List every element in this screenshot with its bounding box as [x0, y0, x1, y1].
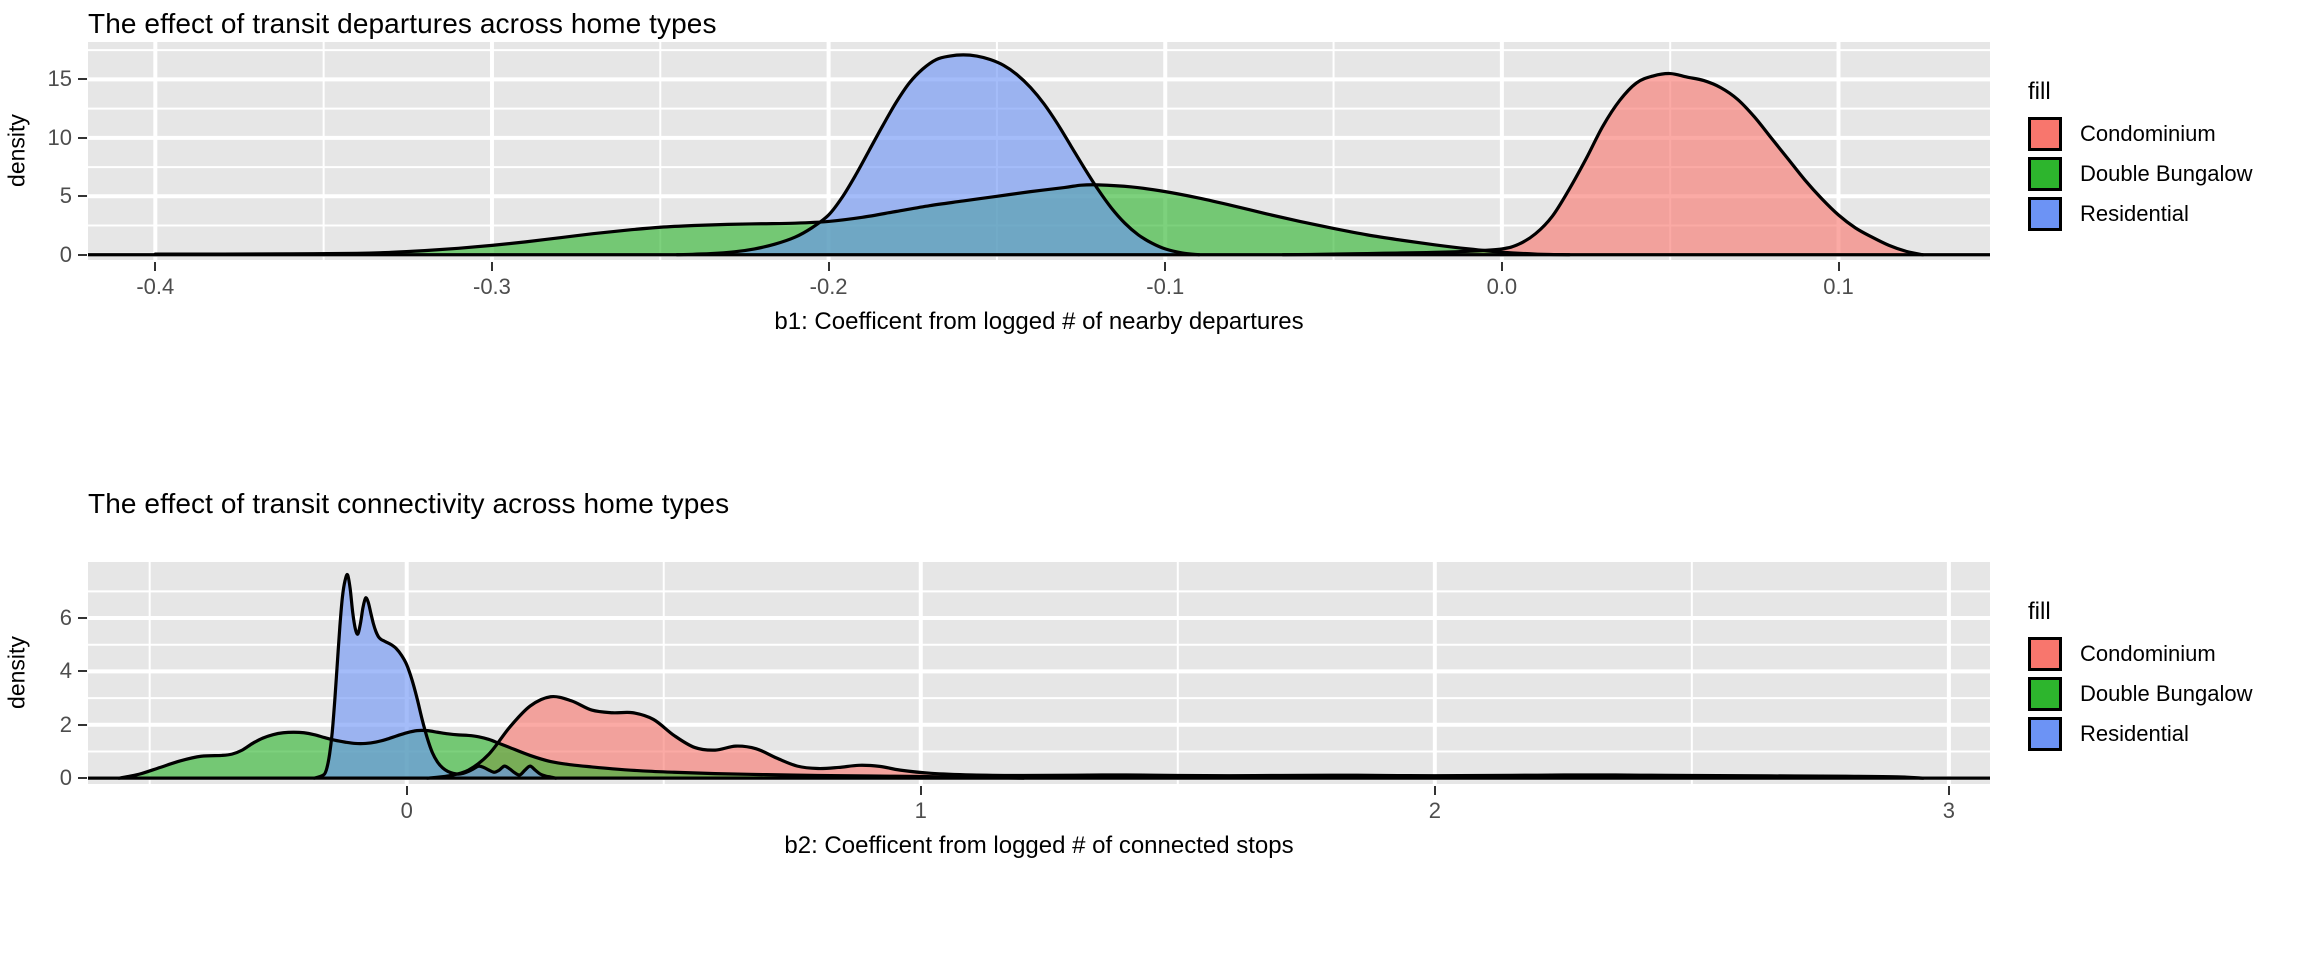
x-tick-label: -0.3 [472, 274, 511, 299]
x-tick-label: -0.2 [809, 274, 848, 299]
x-tick-mark [405, 786, 408, 795]
x-tick-label: 0 [400, 798, 413, 823]
y-tick-label: 4 [59, 658, 72, 684]
y-tick-mark [78, 617, 87, 620]
legend-b1: fill Condominium Double Bungalow Residen… [2028, 80, 2304, 234]
x-tick-mark [1433, 786, 1436, 795]
chart-title-b2: The effect of transit connectivity acros… [88, 488, 730, 519]
y-tick-label: 10 [47, 124, 72, 150]
legend-title: fill [2028, 598, 2051, 625]
y-tick-mark [78, 78, 87, 81]
y-tick-mark [78, 777, 87, 780]
density-curves-b1 [88, 42, 1990, 260]
x-tick-mark [919, 786, 922, 795]
y-tick-mark [78, 195, 87, 198]
x-tick-label: 3 [1942, 798, 1955, 823]
y-tick-mark [78, 136, 87, 139]
x-tick-label: -0.1 [1146, 274, 1185, 299]
chart-title-b1: The effect of transit departures across … [88, 8, 717, 39]
legend-b2: fill Condominium Double Bungalow Residen… [2028, 600, 2304, 754]
legend-label-double-bungalow: Double Bungalow [2080, 681, 2253, 706]
x-tick-label: 0.1 [1823, 274, 1854, 299]
y-axis-ticks-b2: 0 2 4 6 [0, 562, 88, 790]
y-tick-label: 6 [59, 605, 72, 631]
x-axis-title-b1: b1: Coefficent from logged # of nearby d… [774, 308, 1304, 335]
legend-label-residential: Residential [2080, 721, 2189, 746]
x-tick-mark [1837, 262, 1840, 271]
chart-panel-b2: The effect of transit connectivity acros… [0, 480, 2304, 960]
x-axis-title-b2: b2: Coefficent from logged # of connecte… [784, 832, 1294, 859]
legend-key-condominium [2028, 637, 2062, 671]
y-tick-mark [78, 253, 87, 256]
y-tick-label: 5 [59, 183, 72, 209]
x-tick-mark [154, 262, 157, 271]
legend-item-residential[interactable]: Residential [2028, 714, 2304, 754]
x-tick-label: 2 [1428, 798, 1441, 823]
x-axis-ticks-b2: 0 1 2 3 [88, 784, 1990, 834]
density-curves-b2 [88, 562, 1990, 784]
x-tick-mark [827, 262, 830, 271]
plot-area-b2 [88, 562, 1990, 784]
legend-label-condominium: Condominium [2080, 641, 2216, 666]
chart-panel-b1: The effect of transit departures across … [0, 8, 2304, 335]
legend-key-double-bungalow [2028, 677, 2062, 711]
legend-item-condominium[interactable]: Condominium [2028, 114, 2304, 154]
y-tick-label: 0 [59, 241, 72, 267]
y-axis-ticks-b1: 0 5 10 15 [0, 42, 88, 267]
legend-key-condominium [2028, 117, 2062, 151]
x-tick-mark [1164, 262, 1167, 271]
legend-label-condominium: Condominium [2080, 121, 2216, 146]
legend-item-double-bungalow[interactable]: Double Bungalow [2028, 154, 2304, 194]
legend-key-residential [2028, 717, 2062, 751]
legend-key-residential [2028, 197, 2062, 231]
legend-key-double-bungalow [2028, 157, 2062, 191]
x-axis-ticks-b1: -0.4 -0.3 -0.2 -0.1 0.0 0.1 [88, 260, 1990, 310]
legend-item-residential[interactable]: Residential [2028, 194, 2304, 234]
legend-title: fill [2028, 78, 2051, 105]
x-tick-mark [1500, 262, 1503, 271]
y-tick-label: 0 [59, 765, 72, 791]
y-tick-label: 2 [59, 711, 72, 737]
legend-item-double-bungalow[interactable]: Double Bungalow [2028, 674, 2304, 714]
legend-item-condominium[interactable]: Condominium [2028, 634, 2304, 674]
x-tick-mark [1947, 786, 1950, 795]
x-tick-mark [490, 262, 493, 271]
plot-area-b1 [88, 42, 1990, 260]
y-tick-label: 15 [47, 66, 72, 92]
y-tick-mark [78, 723, 87, 726]
x-tick-label: 1 [914, 798, 927, 823]
legend-label-double-bungalow: Double Bungalow [2080, 161, 2253, 186]
x-tick-label: 0.0 [1486, 274, 1518, 299]
y-tick-mark [78, 670, 87, 673]
x-tick-label: -0.4 [136, 274, 175, 299]
legend-label-residential: Residential [2080, 201, 2189, 226]
